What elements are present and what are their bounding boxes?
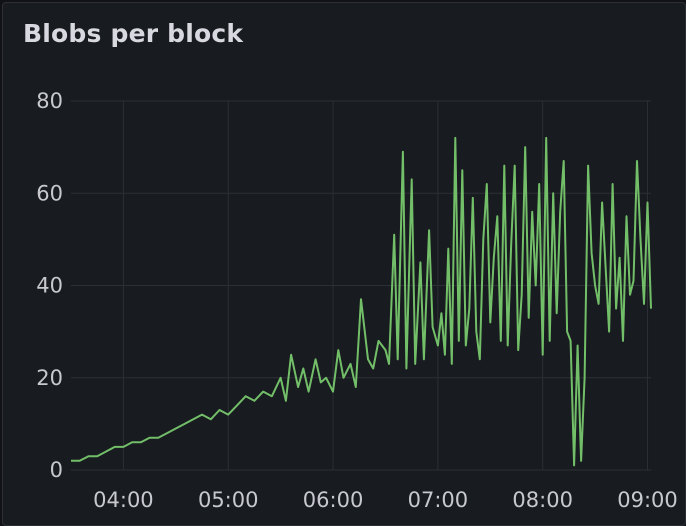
series-line[interactable]	[71, 136, 652, 467]
x-tick-label: 05:00	[198, 488, 259, 512]
y-tick-label: 80	[36, 89, 63, 113]
x-tick-label: 04:00	[93, 488, 154, 512]
x-tick-label: 07:00	[408, 488, 469, 512]
x-tick-label: 09:00	[617, 488, 678, 512]
y-tick-label: 0	[50, 458, 63, 482]
blobs-chart: 0 20 40 60 80 04:00 05:00 06:00 07:00 08:00 09:00	[36, 89, 678, 512]
x-tick-label: 06:00	[303, 488, 364, 512]
x-tick-label: 08:00	[512, 488, 573, 512]
y-tick-label: 60	[36, 181, 63, 205]
panel-title[interactable]: Blobs per block	[23, 19, 244, 48]
y-tick-label: 20	[36, 366, 63, 390]
y-tick-label: 40	[36, 274, 63, 298]
